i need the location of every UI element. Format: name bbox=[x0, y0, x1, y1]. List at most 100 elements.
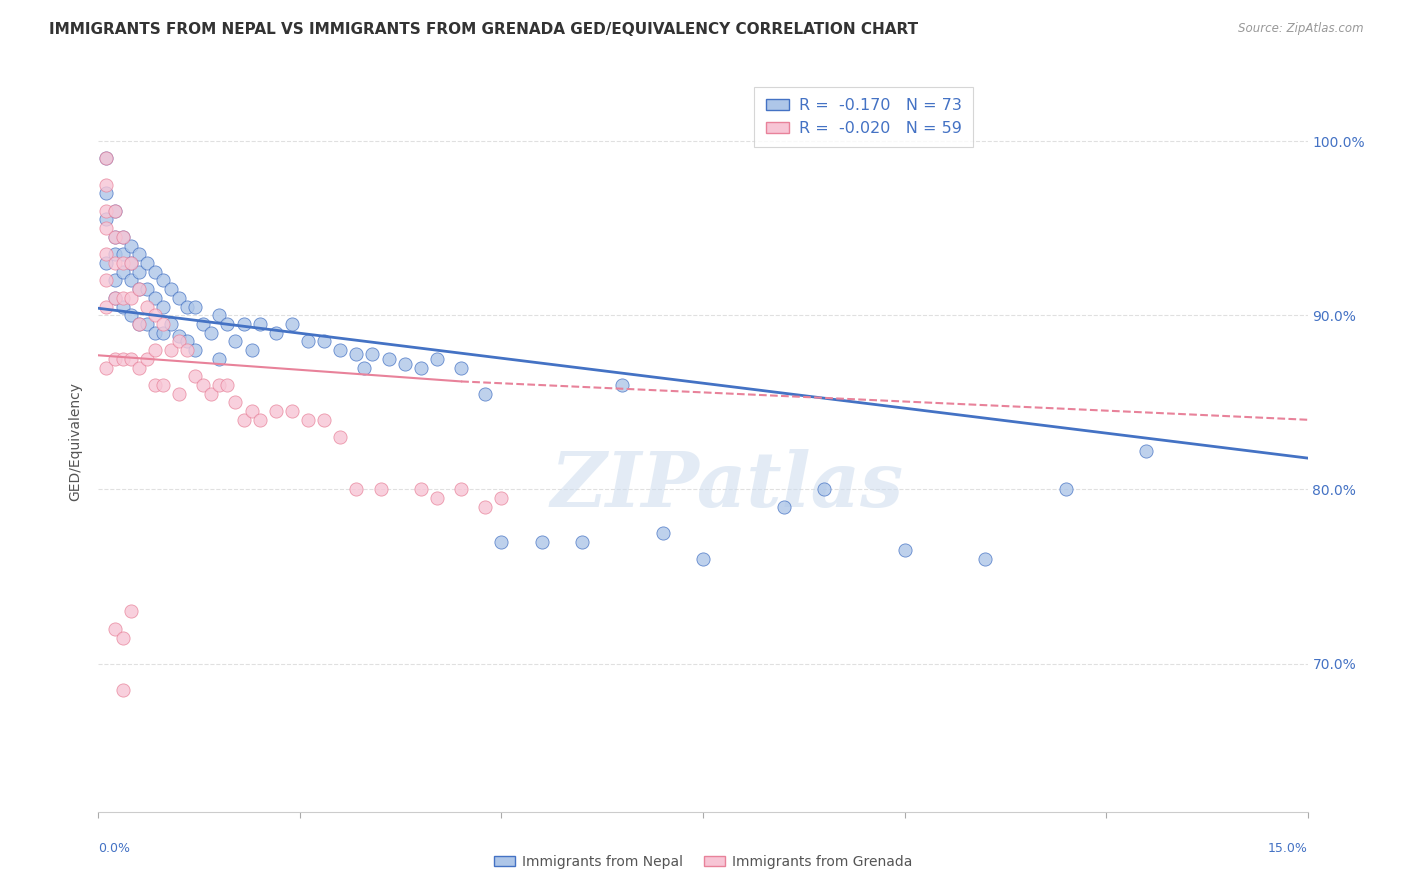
Point bbox=[103, 291, 125, 305]
Point bbox=[152, 273, 174, 287]
Point bbox=[120, 308, 142, 322]
Point bbox=[772, 500, 794, 514]
Text: 15.0%: 15.0% bbox=[1268, 842, 1308, 855]
Point bbox=[491, 491, 513, 505]
Point bbox=[329, 343, 352, 357]
Point bbox=[249, 413, 271, 427]
Point bbox=[692, 552, 714, 566]
Text: IMMIGRANTS FROM NEPAL VS IMMIGRANTS FROM GRENADA GED/EQUIVALENCY CORRELATION CHA: IMMIGRANTS FROM NEPAL VS IMMIGRANTS FROM… bbox=[49, 22, 918, 37]
Point bbox=[135, 300, 157, 314]
Point bbox=[474, 500, 496, 514]
Point bbox=[152, 317, 174, 331]
Point bbox=[152, 300, 174, 314]
Point bbox=[893, 543, 915, 558]
Point bbox=[103, 256, 125, 270]
Point bbox=[240, 343, 263, 357]
Point bbox=[409, 360, 432, 375]
Point bbox=[111, 230, 134, 244]
Point bbox=[813, 483, 835, 497]
Point bbox=[135, 282, 157, 296]
Point bbox=[377, 351, 399, 366]
Point bbox=[103, 247, 125, 261]
Point bbox=[176, 300, 198, 314]
Point bbox=[128, 282, 150, 296]
Point bbox=[314, 413, 336, 427]
Point bbox=[111, 291, 134, 305]
Point bbox=[111, 230, 134, 244]
Point bbox=[128, 265, 150, 279]
Legend: R =  -0.170   N = 73, R =  -0.020   N = 59: R = -0.170 N = 73, R = -0.020 N = 59 bbox=[755, 87, 973, 147]
Point bbox=[450, 360, 472, 375]
Point bbox=[193, 378, 215, 392]
Point bbox=[103, 203, 125, 218]
Point bbox=[120, 256, 142, 270]
Point bbox=[143, 343, 166, 357]
Point bbox=[571, 534, 593, 549]
Point bbox=[96, 203, 118, 218]
Point bbox=[128, 317, 150, 331]
Point bbox=[232, 413, 254, 427]
Point bbox=[96, 212, 118, 227]
Point bbox=[143, 308, 166, 322]
Point bbox=[450, 483, 472, 497]
Point bbox=[111, 256, 134, 270]
Point bbox=[314, 334, 336, 349]
Point bbox=[143, 378, 166, 392]
Point bbox=[111, 300, 134, 314]
Point bbox=[361, 346, 384, 360]
Point bbox=[135, 317, 157, 331]
Point bbox=[217, 378, 239, 392]
Point bbox=[103, 273, 125, 287]
Point bbox=[143, 326, 166, 340]
Point bbox=[297, 334, 319, 349]
Point bbox=[96, 300, 118, 314]
Point bbox=[264, 404, 287, 418]
Point bbox=[167, 334, 190, 349]
Point bbox=[344, 346, 367, 360]
Point bbox=[208, 308, 231, 322]
Point bbox=[128, 317, 150, 331]
Point bbox=[96, 178, 118, 192]
Point bbox=[353, 360, 375, 375]
Point bbox=[103, 622, 125, 636]
Point bbox=[530, 534, 553, 549]
Point bbox=[176, 334, 198, 349]
Point bbox=[281, 404, 304, 418]
Point bbox=[120, 351, 142, 366]
Point bbox=[128, 247, 150, 261]
Point bbox=[329, 430, 352, 444]
Point bbox=[103, 230, 125, 244]
Point bbox=[103, 230, 125, 244]
Point bbox=[612, 378, 634, 392]
Point bbox=[167, 329, 190, 343]
Point bbox=[217, 317, 239, 331]
Legend: Immigrants from Nepal, Immigrants from Grenada: Immigrants from Nepal, Immigrants from G… bbox=[488, 849, 918, 874]
Point bbox=[240, 404, 263, 418]
Point bbox=[160, 282, 183, 296]
Point bbox=[184, 343, 207, 357]
Point bbox=[184, 369, 207, 384]
Point bbox=[297, 413, 319, 427]
Point bbox=[96, 256, 118, 270]
Point bbox=[426, 351, 449, 366]
Point bbox=[167, 291, 190, 305]
Point bbox=[232, 317, 254, 331]
Point bbox=[120, 256, 142, 270]
Point bbox=[160, 343, 183, 357]
Point bbox=[176, 343, 198, 357]
Point bbox=[474, 386, 496, 401]
Y-axis label: GED/Equivalency: GED/Equivalency bbox=[69, 382, 83, 501]
Point bbox=[152, 326, 174, 340]
Point bbox=[281, 317, 304, 331]
Point bbox=[96, 247, 118, 261]
Point bbox=[152, 378, 174, 392]
Point bbox=[264, 326, 287, 340]
Point bbox=[394, 357, 416, 371]
Point bbox=[128, 282, 150, 296]
Point bbox=[167, 386, 190, 401]
Point bbox=[651, 526, 673, 541]
Point bbox=[111, 631, 134, 645]
Point bbox=[96, 186, 118, 201]
Point bbox=[143, 291, 166, 305]
Point bbox=[103, 291, 125, 305]
